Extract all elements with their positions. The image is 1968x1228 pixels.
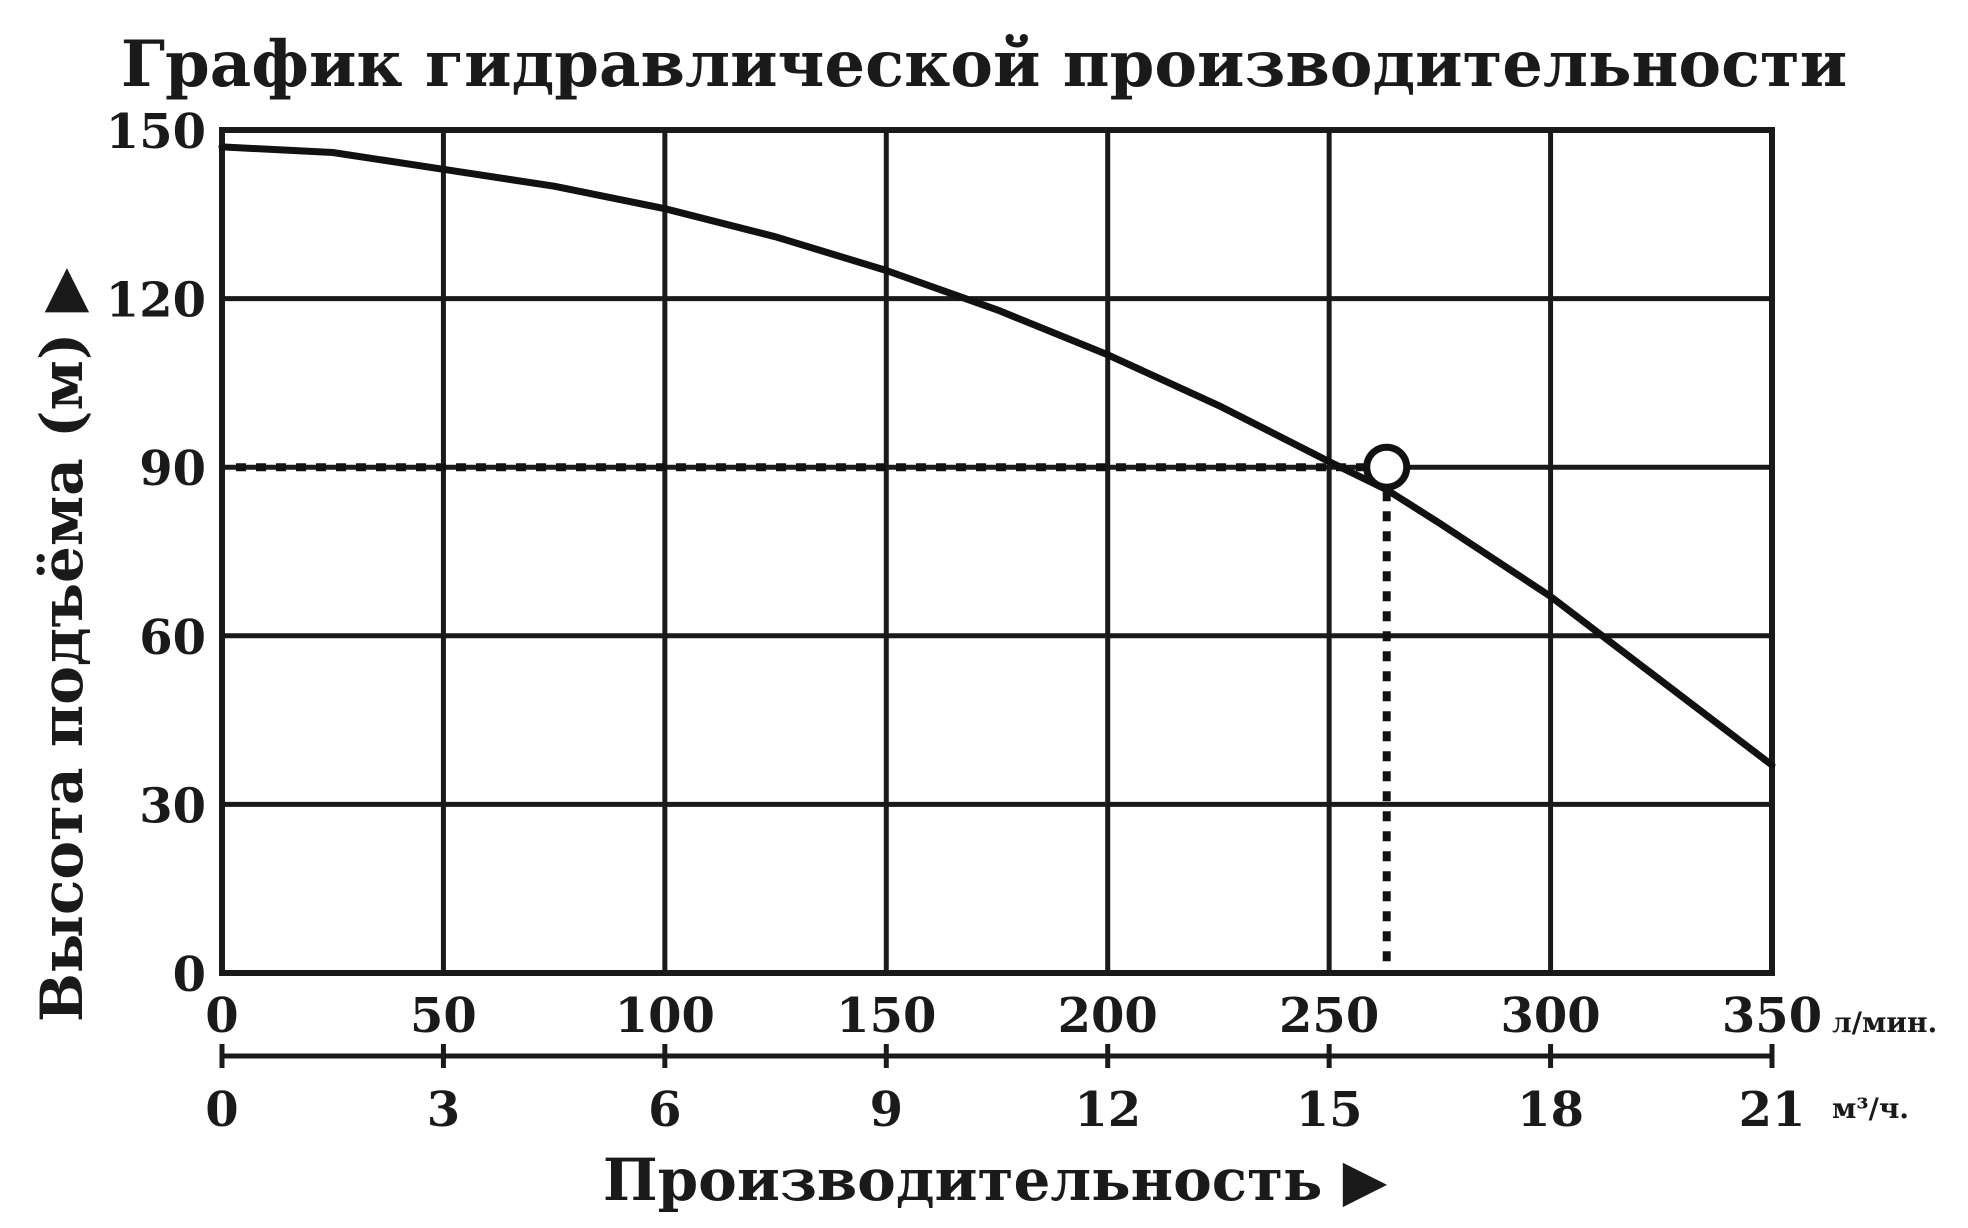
y-tick-label: 120 <box>106 273 206 329</box>
y-tick-label: 30 <box>139 778 206 834</box>
y-tick-label: 150 <box>106 104 206 160</box>
x-secondary-tick-label: 9 <box>870 1082 903 1138</box>
x-secondary-tick-label: 18 <box>1517 1082 1584 1138</box>
x-primary-tick-label: 150 <box>836 988 936 1044</box>
x-secondary-tick-label: 15 <box>1296 1082 1363 1138</box>
x-secondary-tick-label: 3 <box>427 1082 460 1138</box>
x-secondary-unit: м³/ч. <box>1832 1092 1909 1125</box>
x-secondary-tick-label: 12 <box>1074 1082 1141 1138</box>
chart-title: График гидравлической производительности <box>121 27 1847 102</box>
x-primary-tick-label: 0 <box>205 988 238 1044</box>
x-primary-tick-label: 50 <box>410 988 477 1044</box>
y-tick-label: 90 <box>139 441 206 497</box>
performance-curve <box>218 143 1776 769</box>
x-secondary-tick-label: 21 <box>1739 1082 1806 1138</box>
operating-point-marker <box>1363 443 1411 491</box>
y-tick-label: 0 <box>173 947 206 1003</box>
x-primary-tick-label: 350 <box>1722 988 1822 1044</box>
x-secondary-tick-label: 6 <box>648 1082 681 1138</box>
annotation-guides <box>236 463 1391 971</box>
grid <box>219 127 1775 976</box>
y-tick-label: 60 <box>139 610 206 666</box>
x-primary-tick-label: 100 <box>615 988 715 1044</box>
plot-frame <box>219 127 1775 976</box>
x-primary-tick-label: 300 <box>1500 988 1600 1044</box>
tick-labels: 0 30 60 90 120 150 0 50 100 150 200 250 300 350 <box>106 104 1822 1044</box>
y-axis-title: Высота подъёма (м) ▶ <box>28 267 96 1022</box>
x-primary-tick-label: 200 <box>1058 988 1158 1044</box>
x-secondary-tick-label: 0 <box>205 1082 238 1138</box>
x-axis-title: Производительность ▶ <box>603 1146 1388 1214</box>
x-primary-unit: л/мин. <box>1832 1006 1937 1039</box>
x-primary-tick-label: 250 <box>1279 988 1379 1044</box>
secondary-x-axis: 0 3 6 9 12 15 18 21 <box>205 1044 1805 1138</box>
